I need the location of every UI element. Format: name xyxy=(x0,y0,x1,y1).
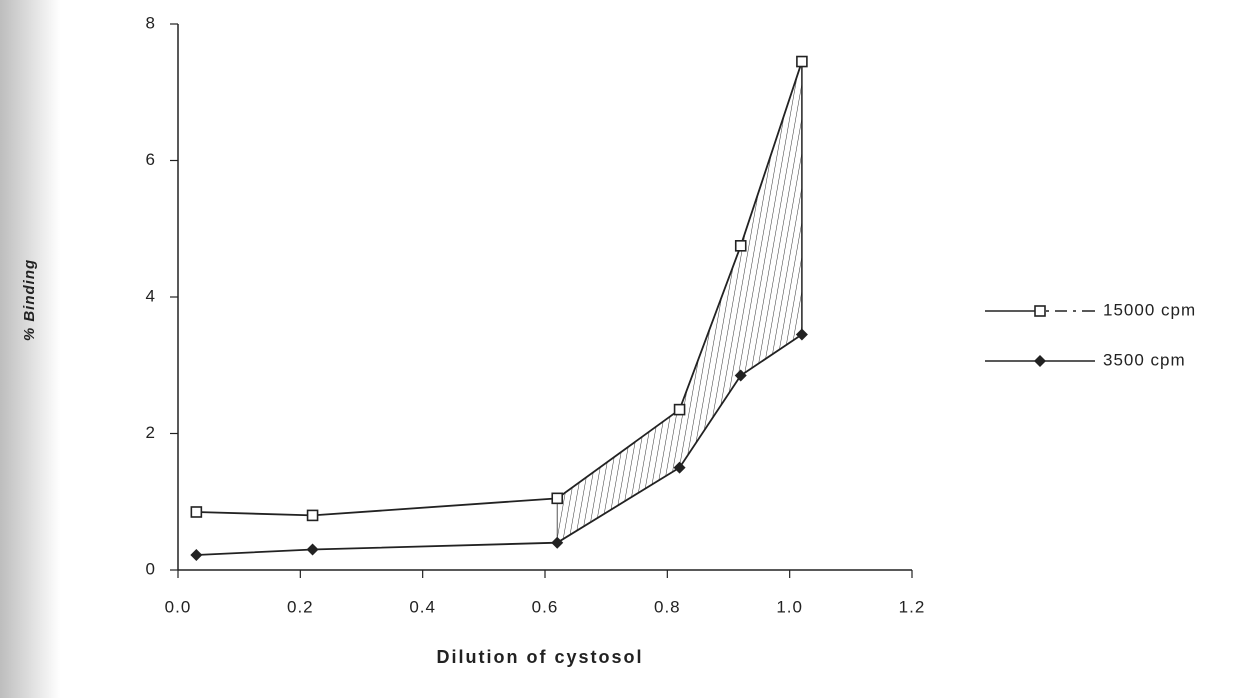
x-axis-label: Dilution of cystosol xyxy=(436,647,643,667)
y-tick-label: 8 xyxy=(146,13,156,32)
marker xyxy=(551,536,564,549)
hatched-band xyxy=(557,61,802,543)
marker xyxy=(190,506,203,518)
series-line xyxy=(196,61,803,517)
marker xyxy=(673,403,686,416)
legend-label: 3500 cpm xyxy=(1103,350,1186,369)
y-tick-label: 6 xyxy=(146,150,156,169)
marker xyxy=(551,492,564,505)
legend-marker xyxy=(1034,305,1046,317)
marker xyxy=(673,461,686,474)
legend-marker xyxy=(1034,355,1046,367)
x-tick-label: 0.2 xyxy=(287,597,314,616)
marker xyxy=(306,509,319,522)
x-tick-label: 0.8 xyxy=(654,597,681,616)
scan-shadow xyxy=(0,0,60,698)
marker xyxy=(734,240,747,252)
marker xyxy=(734,369,747,382)
marker xyxy=(796,55,808,68)
marker xyxy=(795,328,808,341)
y-tick-label: 0 xyxy=(146,559,156,578)
marker xyxy=(190,548,203,561)
y-axis-label: % Binding xyxy=(21,259,38,341)
x-tick-label: 0.0 xyxy=(165,597,192,616)
marker xyxy=(306,543,319,556)
x-tick-label: 0.4 xyxy=(409,597,436,616)
legend-label: 15000 cpm xyxy=(1103,300,1196,319)
y-tick-label: 2 xyxy=(146,423,156,442)
x-tick-label: 0.6 xyxy=(532,597,559,616)
y-tick-label: 4 xyxy=(146,286,156,305)
x-tick-label: 1.0 xyxy=(776,597,803,616)
x-tick-label: 1.2 xyxy=(899,597,926,616)
series-line xyxy=(196,333,803,556)
